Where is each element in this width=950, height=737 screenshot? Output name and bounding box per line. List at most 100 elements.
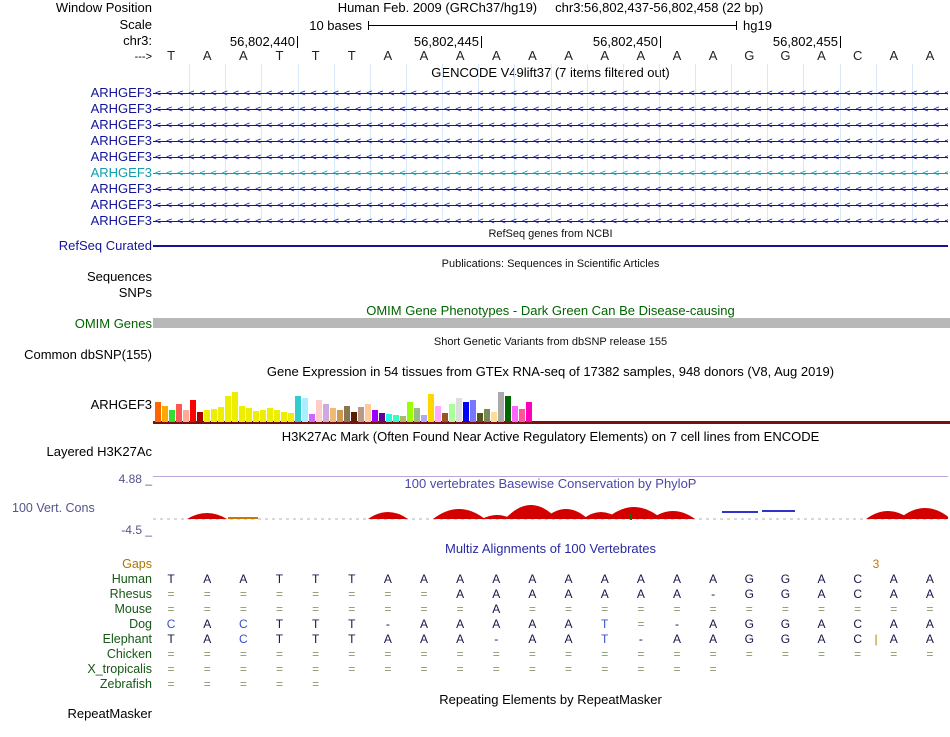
species-label-human[interactable]: Human	[111, 572, 152, 586]
gene-item[interactable]: <<<<<<<<<<<<<<<<<<<<<<<<<<<<<<<<<<<<<<<<…	[153, 198, 948, 213]
phylop-plot[interactable]	[153, 470, 950, 534]
gtex-bar[interactable]	[358, 407, 364, 422]
guideline	[369, 64, 371, 222]
gtex-bar[interactable]	[365, 404, 371, 422]
gtex-bar[interactable]	[169, 410, 175, 422]
gtex-bar[interactable]	[470, 400, 476, 422]
refseq-curated-label[interactable]: RefSeq Curated	[58, 238, 152, 253]
gtex-bar[interactable]	[218, 407, 224, 422]
gtex-bar[interactable]	[211, 409, 217, 422]
gtex-bar[interactable]	[407, 402, 413, 422]
gene-item[interactable]: <<<<<<<<<<<<<<<<<<<<<<<<<<<<<<<<<<<<<<<<…	[153, 182, 948, 197]
gene-item[interactable]: <<<<<<<<<<<<<<<<<<<<<<<<<<<<<<<<<<<<<<<<…	[153, 102, 948, 117]
gtex-bar[interactable]	[197, 412, 203, 422]
gtex-bar[interactable]	[379, 413, 385, 422]
gtex-bar[interactable]	[295, 396, 301, 422]
gtex-bar[interactable]	[302, 398, 308, 422]
gtex-bar[interactable]	[512, 406, 518, 422]
gtex-bar[interactable]	[449, 404, 455, 422]
dbsnp-label[interactable]: Common dbSNP(155)	[24, 347, 152, 362]
gene-label[interactable]: ARHGEF3	[90, 213, 152, 228]
gene-label[interactable]: ARHGEF3	[90, 197, 152, 212]
gtex-bar[interactable]	[484, 409, 490, 422]
gtex-bar[interactable]	[260, 410, 266, 422]
alignment-base: A	[925, 572, 934, 586]
gtex-bar[interactable]	[316, 400, 322, 422]
gtex-bar[interactable]	[288, 413, 294, 422]
gtex-bar[interactable]	[519, 409, 525, 422]
gtex-bar[interactable]	[344, 406, 350, 422]
gtex-bar[interactable]	[246, 408, 252, 422]
sequence-base: A	[238, 48, 248, 63]
gencode-title: GENCODE V49lift37 (7 items filtered out)	[431, 65, 669, 80]
gtex-bar[interactable]	[183, 410, 189, 422]
species-label-zebrafish[interactable]: Zebrafish	[99, 677, 152, 691]
species-label-mouse[interactable]: Mouse	[114, 602, 152, 616]
gtex-gene-label[interactable]: ARHGEF3	[90, 397, 152, 412]
gtex-bar[interactable]	[393, 415, 399, 422]
alignment-base: A	[383, 572, 392, 586]
gtex-bar[interactable]	[162, 406, 168, 422]
gene-label[interactable]: ARHGEF3	[90, 101, 152, 116]
omim-genes-label[interactable]: OMIM Genes	[74, 316, 152, 331]
gtex-bar[interactable]	[498, 392, 504, 422]
gtex-bar[interactable]	[442, 413, 448, 422]
gtex-bar[interactable]	[323, 404, 329, 422]
gene-label[interactable]: ARHGEF3	[90, 85, 152, 100]
alignment-base: =	[312, 662, 320, 676]
gtex-bar[interactable]	[239, 406, 245, 422]
gtex-bar[interactable]	[176, 404, 182, 422]
gtex-bar[interactable]	[491, 412, 497, 422]
gtex-bar[interactable]	[330, 408, 336, 422]
gtex-bar[interactable]	[225, 396, 231, 422]
gtex-bar[interactable]	[400, 416, 406, 422]
gene-label[interactable]: ARHGEF3	[90, 165, 152, 180]
gtex-bar[interactable]	[274, 410, 280, 422]
sequences-label[interactable]: Sequences	[86, 269, 152, 284]
gtex-bar[interactable]	[435, 406, 441, 422]
species-label-rhesus[interactable]: Rhesus	[109, 587, 152, 601]
h3k27ac-label[interactable]: Layered H3K27Ac	[46, 444, 152, 459]
species-label-x_tropicalis[interactable]: X_tropicalis	[87, 662, 152, 676]
species-label-dog[interactable]: Dog	[129, 617, 152, 631]
omim-genes-track[interactable]	[153, 318, 950, 328]
gtex-bar[interactable]	[309, 414, 315, 422]
repeatmasker-label[interactable]: RepeatMasker	[67, 706, 152, 721]
gtex-bar[interactable]	[456, 398, 462, 422]
gtex-bar[interactable]	[505, 396, 511, 422]
gtex-bar[interactable]	[232, 392, 238, 422]
gene-item[interactable]: <<<<<<<<<<<<<<<<<<<<<<<<<<<<<<<<<<<<<<<<…	[153, 134, 948, 149]
gene-label[interactable]: ARHGEF3	[90, 117, 152, 132]
gene-item[interactable]: <<<<<<<<<<<<<<<<<<<<<<<<<<<<<<<<<<<<<<<<…	[153, 150, 948, 165]
gtex-bar[interactable]	[253, 411, 259, 422]
refseq-curated-track[interactable]	[153, 245, 948, 247]
gene-label[interactable]: ARHGEF3	[90, 149, 152, 164]
gene-label[interactable]: ARHGEF3	[90, 133, 152, 148]
gtex-bar[interactable]	[190, 400, 196, 422]
species-label-chicken[interactable]: Chicken	[106, 647, 152, 661]
gtex-bar[interactable]	[351, 412, 357, 422]
gtex-bar[interactable]	[386, 414, 392, 422]
gtex-bar[interactable]	[281, 412, 287, 422]
gtex-bar[interactable]	[421, 415, 427, 422]
gtex-bar[interactable]	[204, 410, 210, 422]
gene-item[interactable]: <<<<<<<<<<<<<<<<<<<<<<<<<<<<<<<<<<<<<<<<…	[153, 118, 948, 133]
species-label-elephant[interactable]: Elephant	[102, 632, 152, 646]
gtex-bar[interactable]	[155, 402, 161, 422]
gtex-bar[interactable]	[414, 408, 420, 422]
phylop-track-label[interactable]: 100 Vert. Cons	[12, 501, 95, 515]
gtex-bar[interactable]	[526, 402, 532, 422]
gene-item[interactable]: <<<<<<<<<<<<<<<<<<<<<<<<<<<<<<<<<<<<<<<<…	[153, 86, 948, 101]
snps-label[interactable]: SNPs	[118, 285, 152, 300]
gtex-bar[interactable]	[428, 394, 434, 422]
gtex-bar[interactable]	[463, 402, 469, 422]
gtex-bar[interactable]	[372, 410, 378, 422]
gene-item[interactable]: <<<<<<<<<<<<<<<<<<<<<<<<<<<<<<<<<<<<<<<<…	[153, 214, 948, 229]
species-label-gaps[interactable]: Gaps	[122, 557, 152, 571]
gtex-bar[interactable]	[337, 410, 343, 422]
gtex-bar[interactable]	[477, 413, 483, 422]
gene-label[interactable]: ARHGEF3	[90, 181, 152, 196]
gtex-bar[interactable]	[267, 408, 273, 422]
gene-item[interactable]: <<<<<<<<<<<<<<<<<<<<<<<<<<<<<<<<<<<<<<<<…	[153, 166, 948, 181]
alignment-base: =	[926, 647, 934, 661]
